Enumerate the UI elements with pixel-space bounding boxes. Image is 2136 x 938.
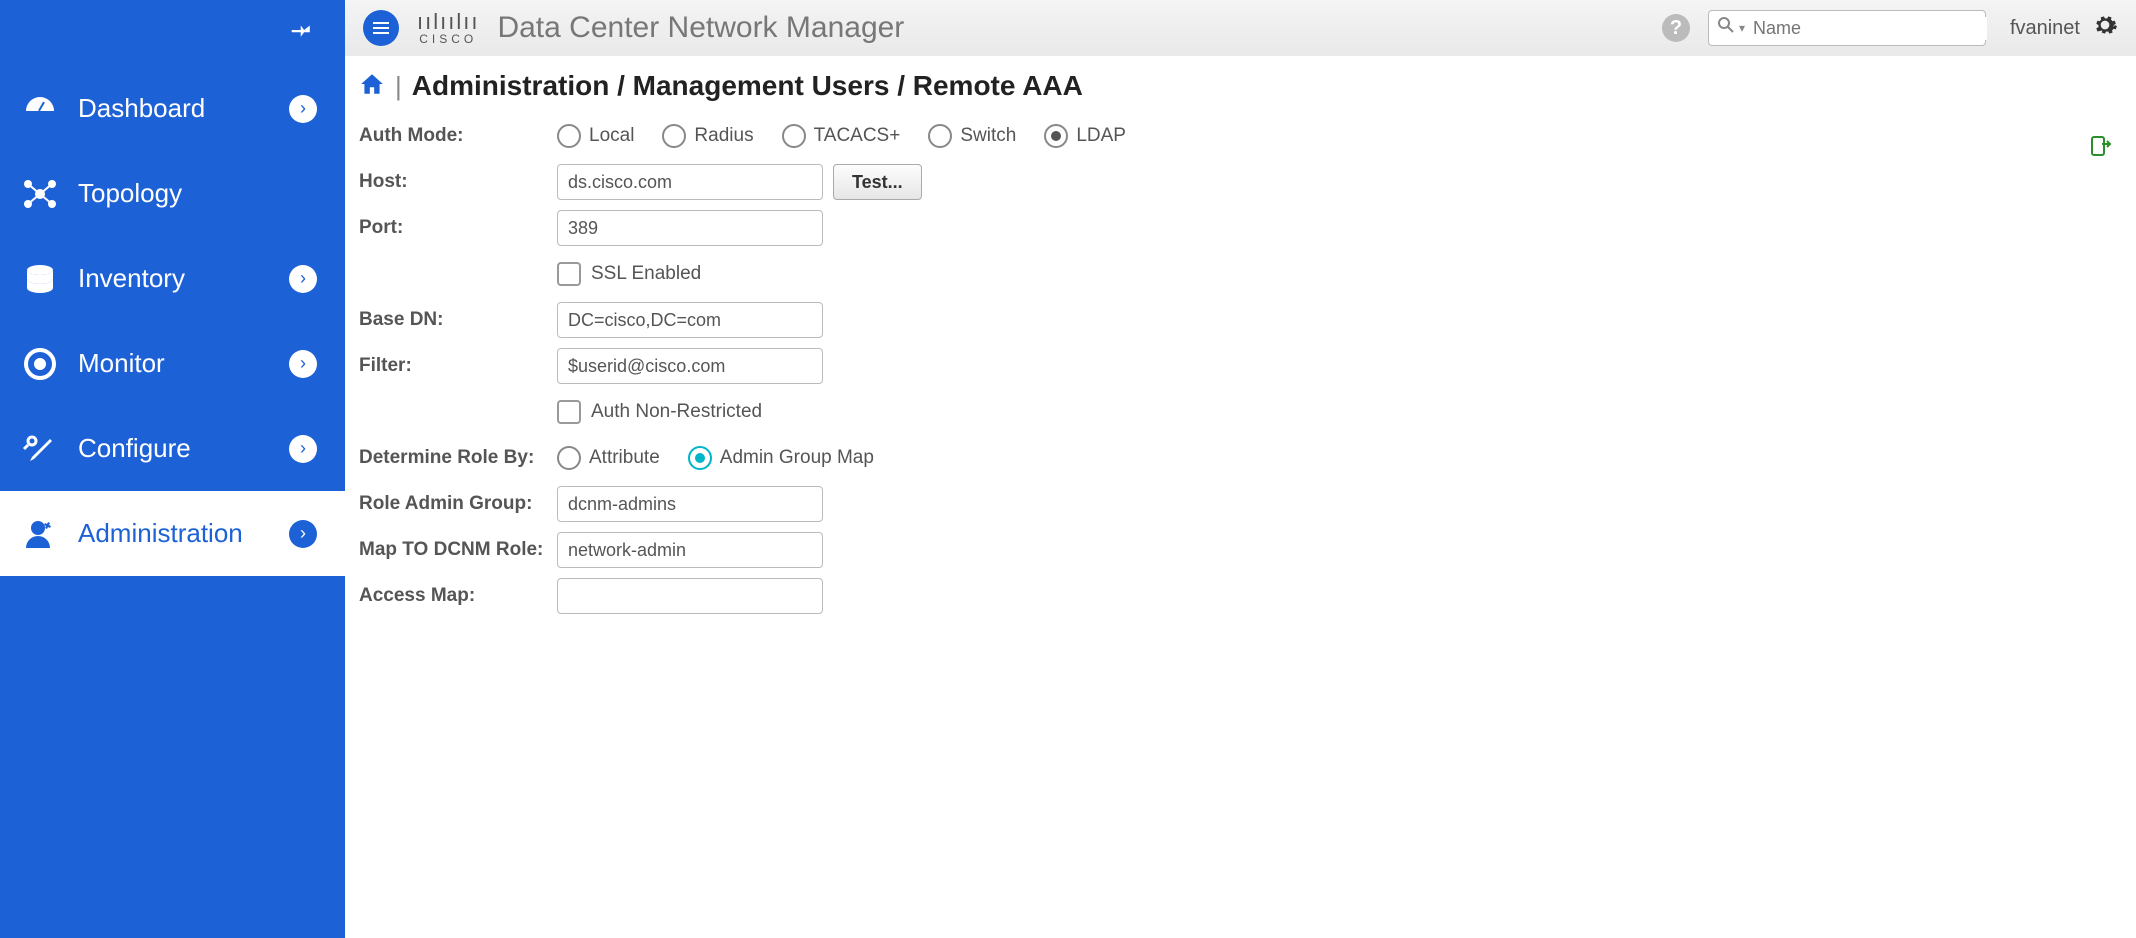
radio-label: Radius [694,125,753,147]
topology-icon [20,174,60,214]
test-button[interactable]: Test... [833,164,922,200]
breadcrumb-separator: | [395,71,402,102]
nav-label: Inventory [78,263,289,294]
username-label[interactable]: fvaninet [2010,17,2080,40]
radio-attribute[interactable]: Attribute [557,446,660,470]
row-auth-nr: Auth Non-Restricted [359,392,2136,432]
nav-label: Topology [78,178,345,209]
sidebar-item-monitor[interactable]: Monitor › [0,321,345,406]
ssl-label: SSL Enabled [591,263,701,285]
search-input[interactable] [1751,17,1987,40]
row-role-admin: Role Admin Group: [359,484,2136,524]
port-input[interactable] [557,210,823,246]
chevron-right-icon: › [289,350,317,378]
row-host: Host: Test... [359,162,2136,202]
radio-local[interactable]: Local [557,124,634,148]
radio-circle-icon [557,446,581,470]
radio-label: LDAP [1076,125,1126,147]
breadcrumb-text: Administration / Management Users / Remo… [412,70,1083,102]
search-icon [1717,16,1735,40]
sidebar-item-configure[interactable]: Configure › [0,406,345,491]
topbar: ıılıılıı CISCO Data Center Network Manag… [345,0,2136,57]
dashboard-icon [20,89,60,129]
label-filter: Filter: [359,355,557,377]
radio-admin-group[interactable]: Admin Group Map [688,446,874,470]
app-title: Data Center Network Manager [497,11,1661,45]
radio-label: Admin Group Map [720,447,874,469]
monitor-icon [20,344,60,384]
cisco-bars: ıılıılıı [417,11,479,33]
radio-circle-icon [557,124,581,148]
search-box[interactable]: ▾ [1708,10,1986,46]
sidebar-item-inventory[interactable]: Inventory › [0,236,345,321]
radio-label: Attribute [589,447,660,469]
label-host: Host: [359,171,557,193]
row-filter: Filter: [359,346,2136,386]
auth-nr-label: Auth Non-Restricted [591,401,762,423]
role-admin-input[interactable] [557,486,823,522]
radio-radius[interactable]: Radius [662,124,753,148]
label-auth-mode: Auth Mode: [359,125,557,147]
map-role-input[interactable] [557,532,823,568]
label-map-role: Map TO DCNM Role: [359,539,557,561]
row-ssl: SSL Enabled [359,254,2136,294]
filter-input[interactable] [557,348,823,384]
row-auth-mode: Auth Mode: Local Radius TACACS+ Switch L… [359,116,2136,156]
chevron-right-icon: › [289,435,317,463]
menu-toggle-button[interactable] [363,10,399,46]
chevron-right-icon: › [289,520,317,548]
auth-nr-checkbox[interactable] [557,400,581,424]
radio-ldap[interactable]: LDAP [1044,124,1126,148]
radio-circle-icon [688,446,712,470]
row-map-role: Map TO DCNM Role: [359,530,2136,570]
administration-icon [20,514,60,554]
inventory-icon [20,259,60,299]
pin-row [0,0,345,66]
label-determine-role: Determine Role By: [359,447,557,469]
radio-label: Local [589,125,634,147]
sidebar-item-topology[interactable]: Topology [0,151,345,236]
home-icon[interactable] [359,71,385,102]
sidebar-item-dashboard[interactable]: Dashboard › [0,66,345,151]
gear-icon[interactable] [2092,12,2118,45]
chevron-right-icon: › [289,95,317,123]
row-port: Port: [359,208,2136,248]
radio-switch[interactable]: Switch [928,124,1016,148]
radio-circle-icon [1044,124,1068,148]
radio-circle-icon [928,124,952,148]
nav-label: Configure [78,433,289,464]
sidebar: Dashboard › Topology Inventory › Monitor… [0,0,345,938]
pin-icon[interactable] [291,17,315,49]
search-dropdown-icon[interactable]: ▾ [1739,21,1745,35]
row-determine-role: Determine Role By: Attribute Admin Group… [359,438,2136,478]
row-base-dn: Base DN: [359,300,2136,340]
radio-circle-icon [662,124,686,148]
content: | Administration / Management Users / Re… [345,56,2136,938]
label-base-dn: Base DN: [359,309,557,331]
auth-mode-radio-group: Local Radius TACACS+ Switch LDAP [557,124,1126,148]
row-access-map: Access Map: [359,576,2136,616]
radio-tacacs[interactable]: TACACS+ [782,124,901,148]
nav-label: Monitor [78,348,289,379]
sidebar-item-administration[interactable]: Administration › [0,491,345,576]
ssl-checkbox[interactable] [557,262,581,286]
chevron-right-icon: › [289,265,317,293]
nav-label: Administration [78,518,289,549]
label-access-map: Access Map: [359,585,557,607]
base-dn-input[interactable] [557,302,823,338]
radio-circle-icon [782,124,806,148]
access-map-input[interactable] [557,578,823,614]
host-input[interactable] [557,164,823,200]
radio-label: TACACS+ [814,125,901,147]
label-port: Port: [359,217,557,239]
breadcrumb: | Administration / Management Users / Re… [359,70,2136,102]
radio-label: Switch [960,125,1016,147]
nav-label: Dashboard [78,93,289,124]
export-icon[interactable] [2088,134,2112,163]
help-icon[interactable]: ? [1662,14,1690,42]
cisco-text: CISCO [419,33,477,45]
configure-icon [20,429,60,469]
cisco-logo: ıılıılıı CISCO [417,11,479,45]
label-role-admin: Role Admin Group: [359,493,557,515]
